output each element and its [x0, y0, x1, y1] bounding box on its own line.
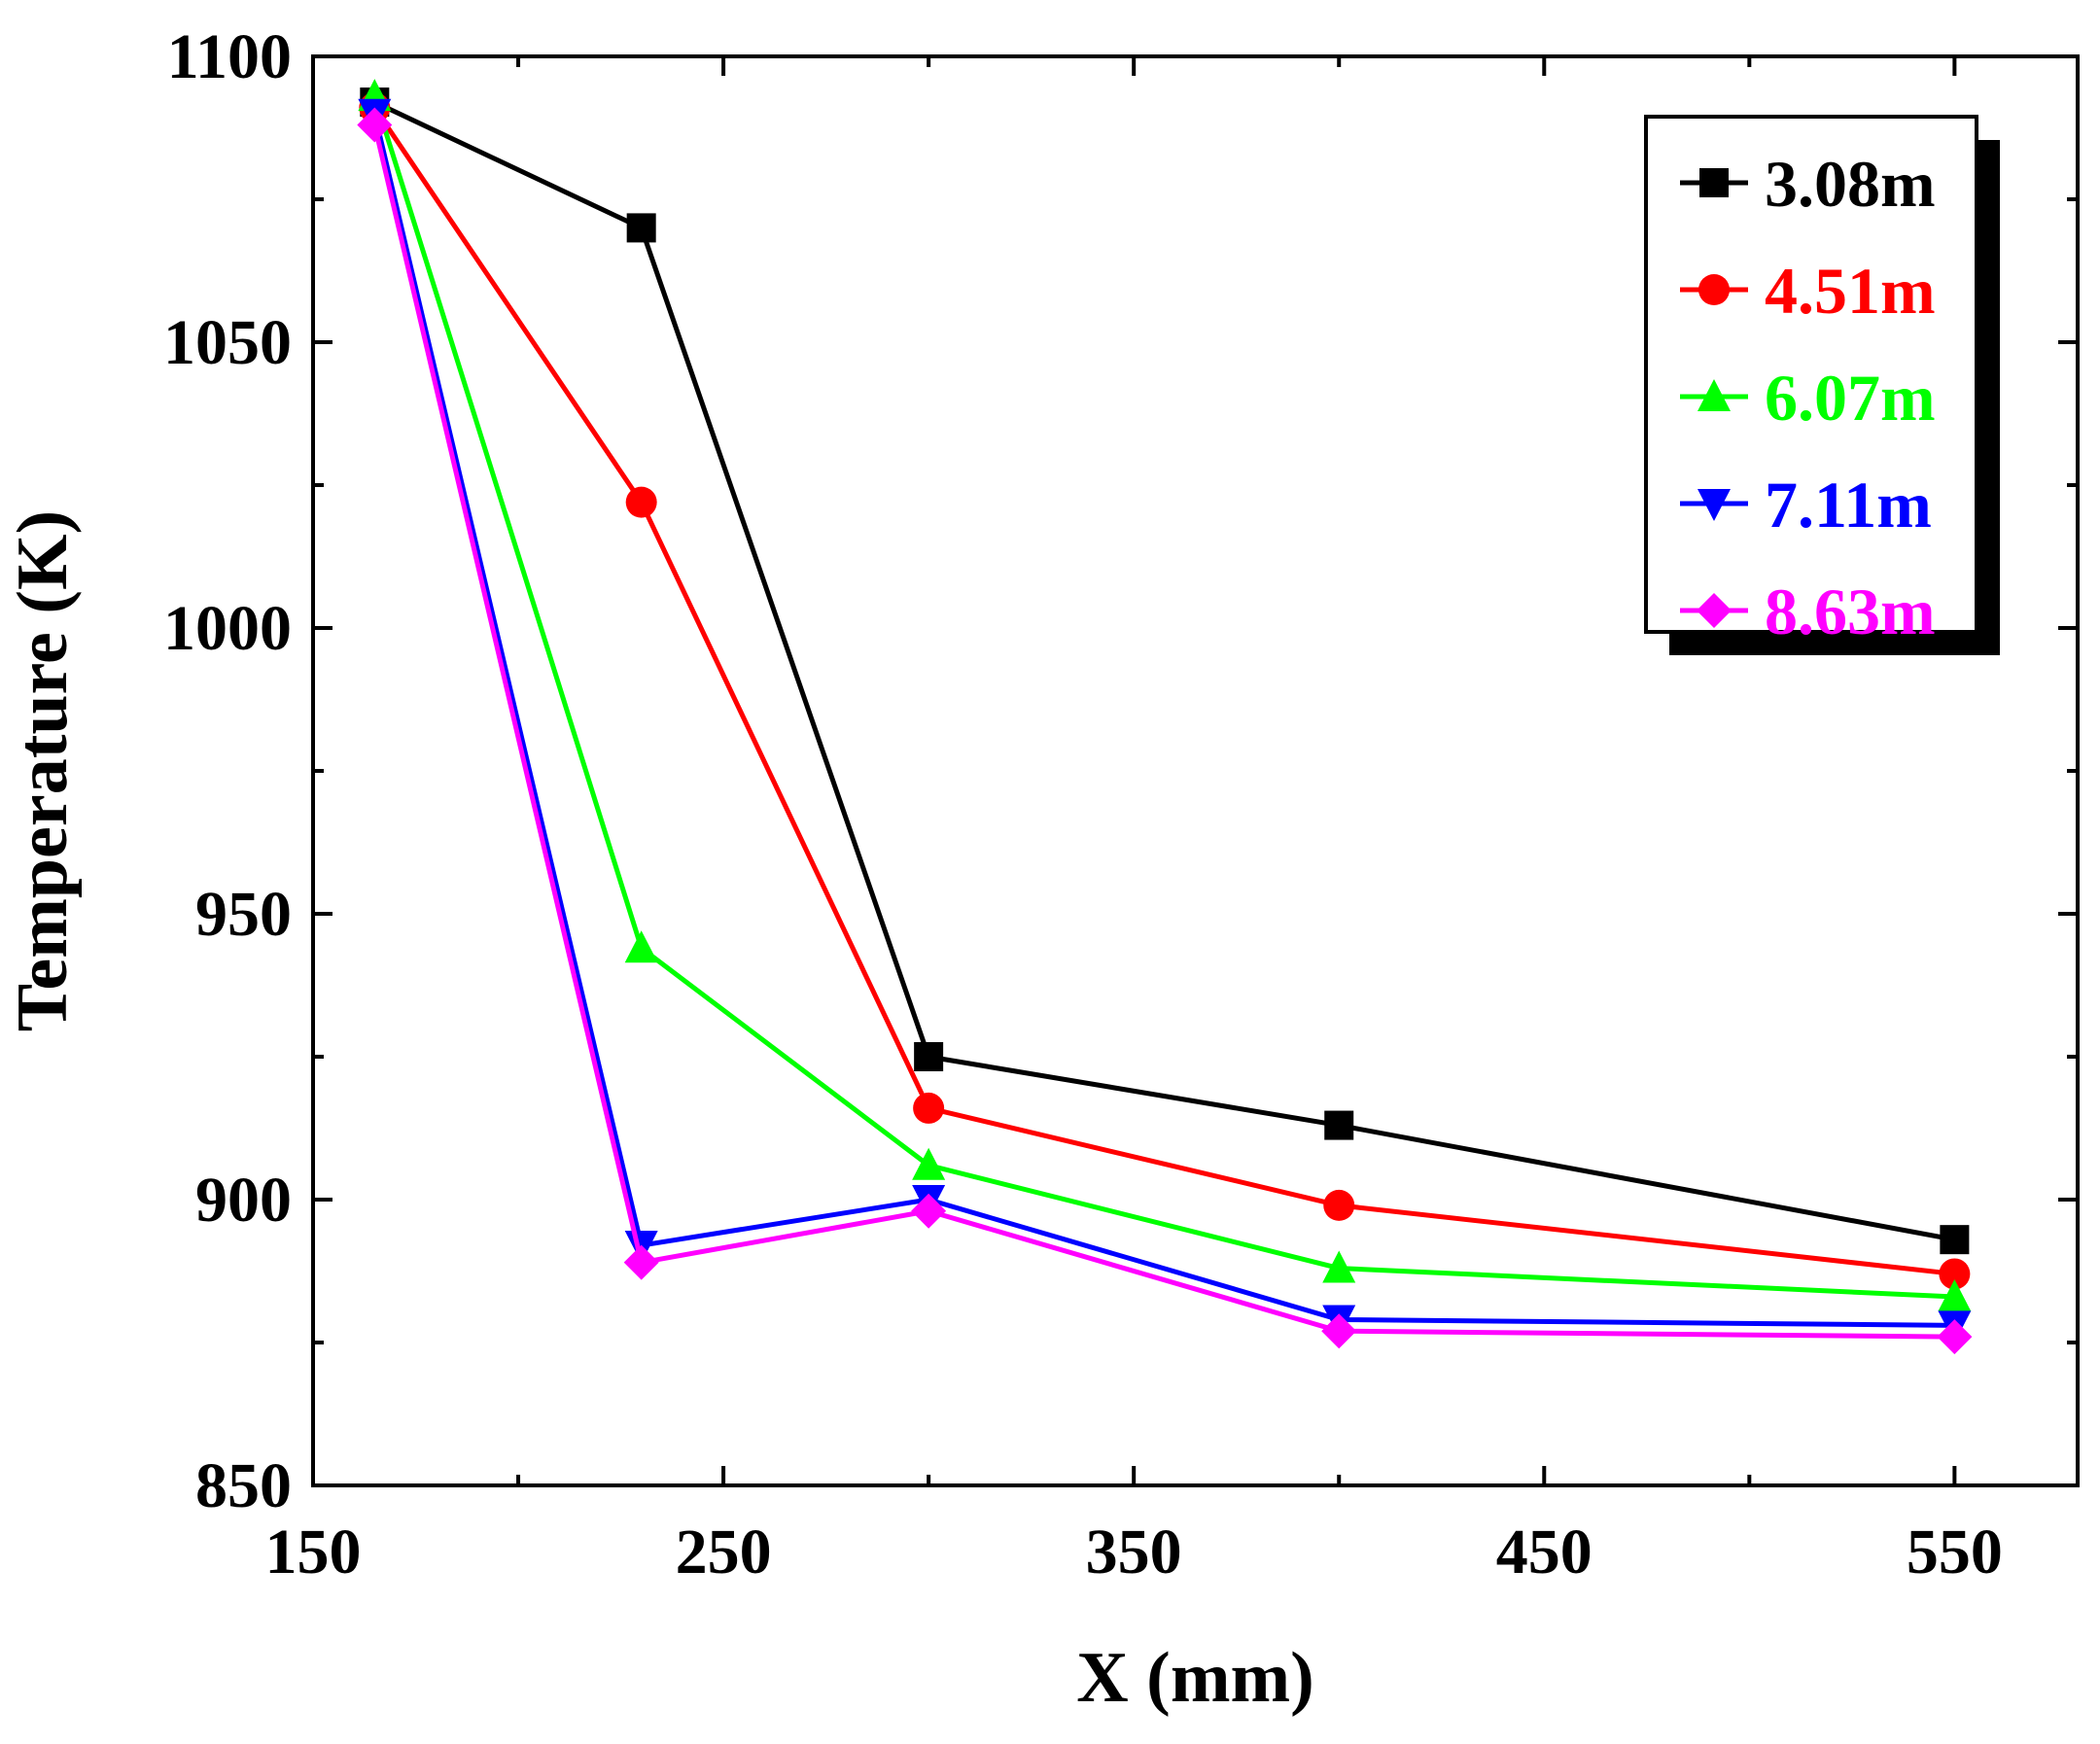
legend-item: 8.63m: [1680, 575, 1936, 648]
data-point: [911, 1193, 947, 1229]
data-point: [1323, 1189, 1355, 1221]
data-point: [626, 213, 656, 243]
y-tick-label: 1000: [163, 593, 292, 664]
legend-marker: [1699, 168, 1729, 197]
legend-item: 6.07m: [1680, 361, 1936, 435]
data-point: [1321, 1313, 1357, 1349]
legend-label: 4.51m: [1765, 254, 1936, 328]
legend-marker: [1698, 274, 1730, 305]
legend-label: 8.63m: [1765, 575, 1936, 648]
y-tick-label: 1100: [167, 21, 292, 92]
y-axis-label: Temperature (K): [3, 510, 83, 1031]
data-point: [1940, 1225, 1970, 1255]
data-point: [625, 486, 657, 518]
series-8.63m: [357, 107, 1973, 1355]
legend-item: 4.51m: [1680, 254, 1936, 328]
x-tick-label: 250: [676, 1517, 772, 1587]
x-axis-label: X (mm): [1076, 1638, 1314, 1718]
y-tick-label: 850: [195, 1450, 292, 1521]
data-point: [914, 1042, 944, 1071]
legend-marker: [1697, 593, 1732, 628]
x-tick-label: 450: [1496, 1517, 1592, 1587]
tick-labels: 150 250 350 450 550 850 900 950 1000 1050 1100: [163, 21, 2003, 1587]
data-point: [624, 930, 658, 963]
data-point: [912, 1147, 946, 1180]
legend-label: 3.08m: [1765, 147, 1936, 221]
y-tick-label: 1050: [163, 307, 292, 378]
legend-item: 3.08m: [1680, 147, 1936, 221]
data-point: [623, 1244, 659, 1280]
data-point: [1937, 1319, 1973, 1355]
data-point: [913, 1092, 945, 1124]
series-layer: [357, 79, 1973, 1355]
data-point: [357, 107, 393, 143]
x-tick-label: 150: [265, 1517, 362, 1587]
legend-marker: [1698, 489, 1731, 521]
legend-label: 6.07m: [1765, 361, 1936, 435]
legend: 3.08m 4.51m 6.07m 7.11m 8.63m: [1644, 115, 2000, 655]
data-point: [1324, 1110, 1354, 1140]
legend-label: 7.11m: [1765, 468, 1932, 541]
y-tick-label: 950: [195, 879, 292, 950]
y-tick-label: 900: [195, 1165, 292, 1236]
x-tick-label: 350: [1086, 1517, 1182, 1587]
data-point: [1938, 1278, 1972, 1311]
legend-marker: [1698, 379, 1731, 411]
data-point: [1322, 1250, 1356, 1283]
plot-frame: [311, 54, 2080, 1487]
data-point: [1939, 1258, 1971, 1290]
legend-item: 7.11m: [1680, 468, 1932, 541]
x-tick-label: 550: [1907, 1517, 2003, 1587]
legend-box: [1644, 115, 1978, 634]
